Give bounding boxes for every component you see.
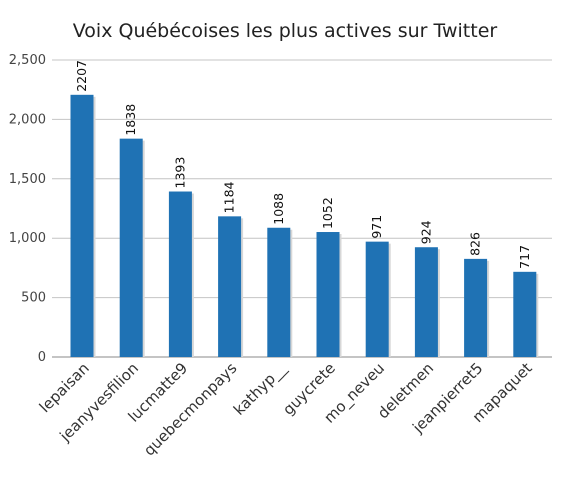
bar	[267, 227, 291, 357]
bar	[316, 232, 340, 357]
chart-title: Voix Québécoises les plus actives sur Tw…	[73, 20, 498, 42]
y-tick-label: 500	[21, 291, 46, 306]
data-label: 2207	[74, 60, 89, 92]
data-label: 1838	[123, 104, 138, 136]
y-tick-label: 2,500	[9, 53, 46, 68]
bar	[168, 191, 192, 357]
bar	[365, 241, 389, 357]
y-axis-ticks: 0 500 1,000 1,500 2,000 2,500	[9, 53, 46, 365]
data-label: 1184	[222, 181, 237, 213]
bar	[119, 138, 143, 357]
bar	[218, 216, 242, 357]
data-labels: 2207 1838 1393 1184 1088 1052 971 924 826 717	[74, 60, 532, 269]
x-tick-label: quebecmonpays	[140, 359, 241, 460]
data-label: 1052	[320, 197, 335, 229]
y-tick-label: 0	[38, 350, 46, 365]
y-tick-label: 1,000	[9, 231, 46, 246]
y-tick-label: 1,500	[9, 172, 46, 187]
data-label: 971	[369, 215, 384, 239]
bar	[414, 247, 438, 357]
bar	[464, 258, 488, 357]
bar	[513, 271, 537, 357]
x-tick-label: kathyp__	[230, 359, 291, 420]
data-label: 717	[517, 245, 532, 269]
data-label: 924	[418, 220, 433, 244]
y-tick-label: 2,000	[9, 112, 46, 127]
data-label: 1088	[271, 193, 286, 225]
data-label: 1393	[172, 157, 187, 189]
bar	[70, 94, 94, 357]
x-axis-labels: lepaisanjeanyvesfilionlucmatte9quebecmon…	[36, 359, 536, 460]
data-label: 826	[468, 232, 483, 256]
bars	[70, 94, 539, 357]
